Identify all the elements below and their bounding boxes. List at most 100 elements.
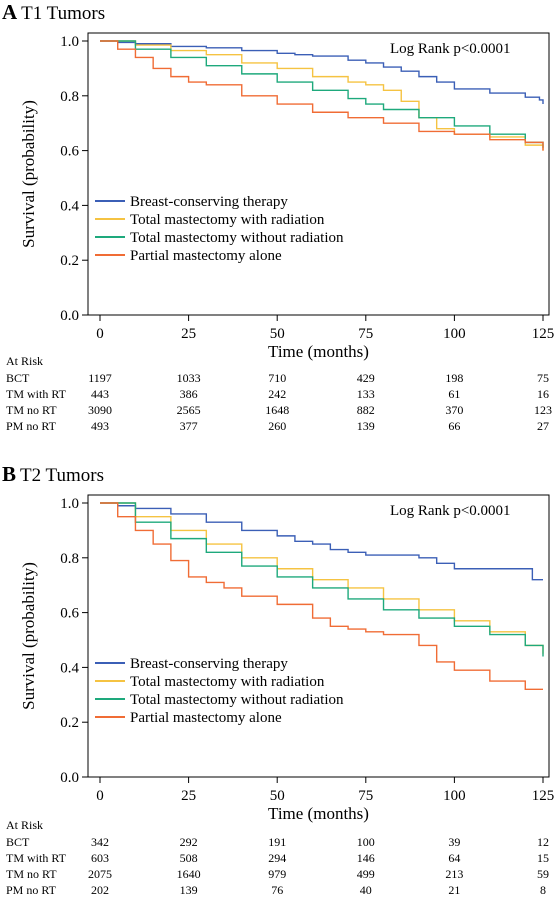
legend-label: Total mastectomy without radiation [130, 692, 344, 708]
plot-frame [87, 494, 550, 778]
at-risk-cell: 603 [91, 851, 109, 865]
panel-a-at-risk-table: At Risk BCT 1197 1033 710 429 198 75 TM with RT… [6, 353, 556, 434]
at-risk-row: TM no RT 2075 1640 979 499 213 59 [6, 866, 556, 882]
at-risk-cell: 499 [356, 867, 375, 881]
at-risk-cell: 100 [356, 835, 375, 849]
at-risk-cell: 146 [356, 851, 375, 865]
x-tick-label: 100 [443, 788, 466, 804]
at-risk-cell: 139 [179, 883, 198, 897]
y-tick-label: 1.0 [60, 496, 79, 512]
at-risk-cell: 979 [268, 867, 287, 881]
survival-curve-line [100, 502, 543, 581]
panel-b-chart: 0.0 0.2 0.4 0.6 0.8 1.0 0 25 50 75 100 125 Time (mon… [19, 494, 555, 823]
x-axis-label: Time (months) [268, 804, 369, 823]
at-risk-cell: 1197 [88, 371, 112, 385]
at-risk-cell: 123 [534, 403, 552, 417]
at-risk-row-label: TM no RT [6, 403, 57, 417]
at-risk-cell: 39 [448, 835, 461, 849]
at-risk-cell: 75 [537, 371, 549, 385]
at-risk-cell: 1640 [176, 867, 201, 881]
at-risk-cell: 16 [537, 387, 549, 401]
at-risk-row-label: TM no RT [6, 867, 57, 881]
panel-a-title: A T1 Tumors [2, 0, 105, 25]
at-risk-row: PM no RT 493 377 260 139 66 27 [6, 418, 556, 434]
survival-curve-line [100, 502, 544, 657]
at-risk-cell: 2565 [176, 403, 201, 417]
panel-b: B T2 Tumors 0.0 0.2 0.4 0.6 0.8 1.0 0 25 50 75 100 1… [0, 462, 557, 900]
at-risk-row-label: PM no RT [6, 419, 56, 433]
at-risk-cell: 213 [445, 867, 464, 881]
survival-curve-line [100, 502, 544, 654]
at-risk-cell: 27 [537, 419, 549, 433]
plot-frame [87, 32, 550, 316]
survival-curve-line [100, 502, 543, 691]
panel-b-title-text: T2 Tumors [20, 465, 104, 486]
at-risk-cell: 64 [448, 851, 461, 865]
y-tick-label: 0.6 [60, 144, 79, 160]
legend-label: Total mastectomy with radiation [130, 674, 325, 690]
at-risk-cell: 59 [537, 867, 549, 881]
panel-a-title-text: T1 Tumors [21, 3, 106, 24]
x-tick-label: 125 [532, 788, 555, 804]
panel-b-at-risk-table: At Risk BCT 342 292 191 100 39 12 TM with RT 603… [6, 817, 556, 898]
at-risk-cell: 342 [91, 835, 109, 849]
y-tick-label: 0.4 [60, 198, 79, 214]
x-tick-label: 50 [270, 326, 285, 342]
y-tick-label: 1.0 [60, 34, 79, 50]
at-risk-cell: 40 [359, 883, 372, 897]
at-risk-cell: 61 [448, 387, 461, 401]
panel-a-chart: 0.0 0.2 0.4 0.6 0.8 1.0 0 25 50 75 100 125 Time (mon… [19, 32, 555, 361]
at-risk-cell: 202 [91, 883, 109, 897]
y-tick-label: 0.4 [60, 660, 79, 676]
at-risk-cell: 139 [356, 419, 375, 433]
legend-label: Breast-conserving therapy [130, 656, 288, 672]
log-rank-annotation: Log Rank p<0.0001 [390, 503, 511, 519]
at-risk-cell: 508 [179, 851, 198, 865]
at-risk-row-label: TM with RT [6, 851, 66, 865]
legend-label: Partial mastectomy alone [130, 248, 282, 264]
at-risk-row: TM no RT 3090 2565 1648 882 370 123 [6, 402, 556, 418]
at-risk-cell: 15 [537, 851, 549, 865]
at-risk-cell: 260 [268, 419, 287, 433]
y-tick-label: 0.2 [60, 253, 79, 269]
at-risk-cell: 882 [356, 403, 375, 417]
at-risk-cell: 133 [356, 387, 375, 401]
at-risk-cell: 443 [91, 387, 109, 401]
at-risk-cell: 2075 [88, 867, 112, 881]
at-risk-cell: 21 [448, 883, 461, 897]
y-tick-label: 0.0 [60, 308, 79, 324]
at-risk-cell: 8 [540, 883, 546, 897]
at-risk-row-label: BCT [6, 835, 30, 849]
y-tick-label: 0.8 [60, 551, 79, 567]
at-risk-cell: 493 [91, 419, 109, 433]
survival-curve-line [100, 40, 544, 151]
at-risk-row: BCT 342 292 191 100 39 12 [6, 834, 556, 850]
at-risk-cell: 66 [448, 419, 461, 433]
y-axis-label: Survival (probability) [19, 562, 38, 710]
at-risk-cell: 1648 [265, 403, 290, 417]
at-risk-cell: 292 [179, 835, 198, 849]
at-risk-cell: 386 [179, 387, 198, 401]
at-risk-row-label: TM with RT [6, 387, 66, 401]
x-tick-label: 0 [96, 326, 104, 342]
at-risk-cell: 429 [356, 371, 375, 385]
at-risk-row-label: BCT [6, 371, 30, 385]
x-tick-label: 25 [181, 326, 196, 342]
at-risk-header: At Risk [6, 354, 44, 368]
at-risk-cell: 12 [537, 835, 549, 849]
y-tick-label: 0.8 [60, 89, 79, 105]
at-risk-row: TM with RT 443 386 242 133 61 16 [6, 386, 556, 402]
x-tick-label: 125 [532, 326, 555, 342]
at-risk-row: TM with RT 603 508 294 146 64 15 [6, 850, 556, 866]
at-risk-row: BCT 1197 1033 710 429 198 75 [6, 370, 556, 386]
x-tick-label: 25 [181, 788, 196, 804]
y-axis-label: Survival (probability) [19, 100, 38, 248]
at-risk-cell: 710 [268, 371, 287, 385]
y-tick-label: 0.2 [60, 715, 79, 731]
at-risk-cell: 198 [445, 371, 464, 385]
panel-a-letter: A [2, 0, 18, 24]
legend-label: Breast-conserving therapy [130, 194, 288, 210]
y-tick-label: 0.0 [60, 770, 79, 786]
log-rank-annotation: Log Rank p<0.0001 [390, 41, 511, 57]
x-tick-label: 0 [96, 788, 104, 804]
